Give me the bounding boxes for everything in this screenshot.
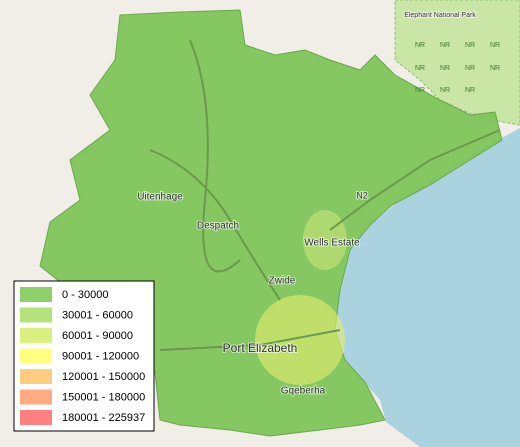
legend-swatch [20,348,52,364]
national-park [394,0,520,126]
urban-area [255,295,345,385]
place-label: Despatch [197,221,239,232]
reserve-label: NR [415,87,425,94]
legend-label: 150001 - 180000 [62,391,145,403]
legend-label: 60001 - 90000 [62,330,133,342]
legend-label: 30001 - 60000 [62,309,133,321]
reserve-label: NR [465,42,475,49]
reserve-label: NR [440,65,450,72]
legend-swatch [20,287,52,302]
place-labels: Uitenhage Despatch Wells Estate Zwide Po… [136,11,477,398]
place-label: Zwide [269,276,296,287]
road [189,39,241,273]
reserve-labels: NR NR NR NR NR NR NR NR NR NR NR [415,42,500,94]
reserve-label: NR [465,65,475,72]
reserve-label: NR [415,65,425,72]
reserve-label: NR [440,87,450,94]
legend-swatch [20,389,52,405]
legend-label: 180001 - 225937 [62,412,145,424]
road [149,149,281,301]
legend-swatch [20,369,52,384]
legend: 0 - 30000 30001 - 60000 60001 - 90000 90001… [13,280,155,432]
reserve-label: NR [490,42,500,49]
legend-swatch [20,328,52,343]
legend-label: 120001 - 150000 [62,371,145,383]
road-label: N2 [356,190,368,200]
legend-label: 0 - 30000 [62,289,108,301]
place-label: Wells Estate [304,238,360,249]
place-label: Gqeberha [281,386,326,397]
legend-box [13,280,155,432]
place-label: Uitenhage [137,192,183,203]
road [329,129,501,231]
legend-label: 90001 - 120000 [62,350,139,362]
reserve-label: NR [415,42,425,49]
legend-swatch [20,410,52,425]
reserve-label: NR [440,42,450,49]
road [159,329,341,351]
legend-swatch [20,307,52,323]
park-label: Elephant National Park [404,12,476,19]
sea [335,128,520,447]
reserve-label: NR [490,65,500,72]
reserve-label: NR [465,87,475,94]
place-label: Port Elizabeth [223,341,298,355]
